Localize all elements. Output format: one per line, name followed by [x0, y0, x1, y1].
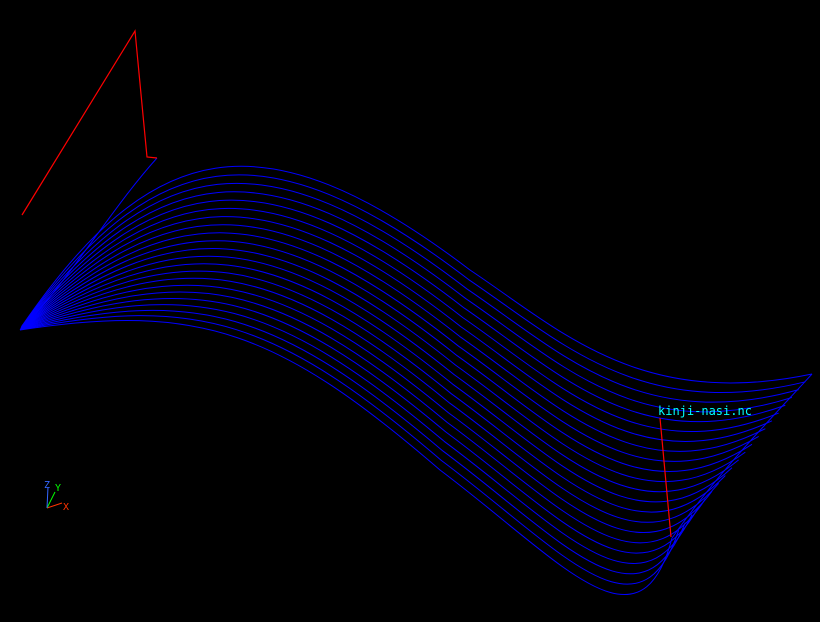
- y-axis-line: [46, 491, 56, 509]
- toolpath-pass: [20, 232, 759, 462]
- toolpath-pass: [20, 263, 733, 503]
- toolpath-pass: [20, 297, 700, 554]
- axis-triad: X Y Z: [44, 480, 69, 513]
- toolpath-pass: [19, 315, 680, 585]
- toolpath-pass: [21, 199, 786, 423]
- toolpath-pass: [21, 216, 773, 442]
- rapid-moves: [21, 29, 672, 538]
- surface-left-edge: [19, 157, 158, 331]
- rapid-move-start: [21, 29, 158, 216]
- toolpath-pass: [21, 182, 799, 403]
- toolpath-pass: [20, 248, 746, 482]
- toolpath-pass: [19, 319, 673, 596]
- toolpath-pass: [20, 240, 753, 472]
- toolpath-pass: [20, 224, 766, 452]
- z-axis-label: Z: [44, 480, 50, 491]
- toolpath-pass: [21, 174, 806, 393]
- toolpath-pass: [20, 255, 739, 493]
- rapid-move-end: [659, 417, 672, 538]
- toolpath-pass: [20, 304, 693, 564]
- file-name-label: kinji-nasi.nc: [658, 404, 752, 418]
- toolpath-pass: [21, 165, 813, 384]
- toolpath-pass: [21, 208, 779, 432]
- y-axis-label: Y: [55, 483, 61, 494]
- toolpath-pass: [20, 270, 726, 513]
- toolpath-pass: [20, 291, 706, 544]
- toolpath-pass: [21, 191, 793, 413]
- x-axis-label: X: [63, 502, 69, 513]
- toolpath-pass: [20, 284, 713, 534]
- z-axis-line: [46, 486, 49, 509]
- x-axis-line: [46, 502, 63, 509]
- toolpath-pass: [20, 277, 720, 523]
- toolpath-pass: [20, 309, 686, 575]
- toolpath-surface: [19, 157, 813, 596]
- surface-right-edge: [671, 373, 813, 539]
